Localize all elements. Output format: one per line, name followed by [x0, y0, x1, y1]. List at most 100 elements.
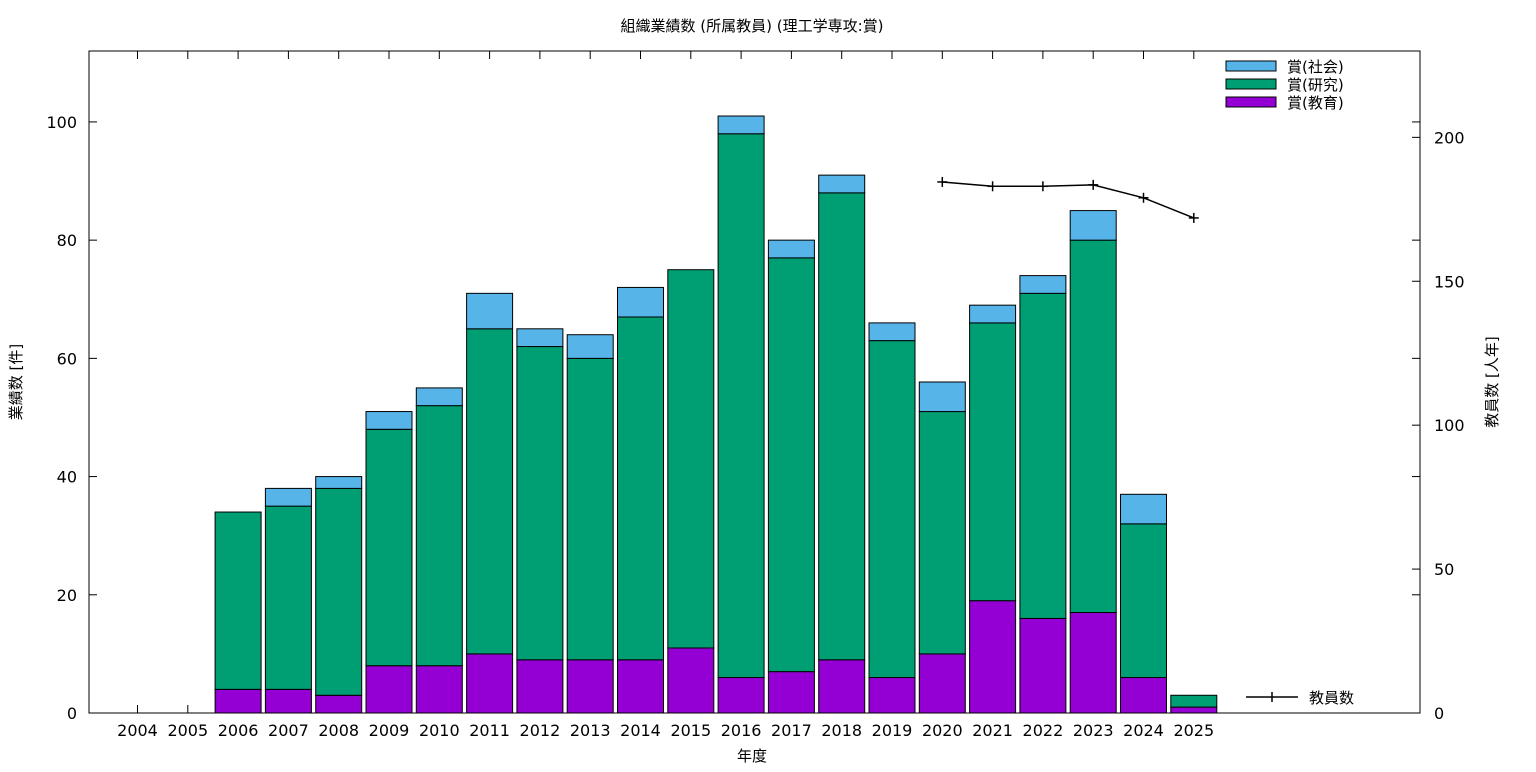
x-tick-label: 2025: [1173, 721, 1214, 740]
bar-segment: [1019, 292, 1067, 619]
y2-tick-label: 200: [1434, 128, 1465, 147]
bar-segment: [818, 192, 866, 661]
x-tick-label: 2019: [872, 721, 913, 740]
x-tick-label: 2006: [218, 721, 259, 740]
y-tick-label: 40: [57, 468, 77, 487]
bar-segment: [868, 677, 916, 714]
y-tick-label: 100: [46, 113, 77, 132]
bar-segment: [214, 511, 262, 690]
legend-label: 賞(研究): [1287, 76, 1344, 94]
line-point: [1188, 212, 1199, 223]
y-tick-label: 20: [57, 586, 77, 605]
bar-segment: [365, 665, 413, 714]
x-tick-label: 2008: [318, 721, 359, 740]
bar-segment: [566, 357, 614, 661]
bar-segment: [264, 505, 312, 690]
y2-tick-label: 0: [1434, 704, 1444, 723]
bar-segment: [767, 671, 815, 714]
x-tick-label: 2015: [670, 721, 711, 740]
legend-swatch: [1225, 96, 1277, 108]
bar-segment: [315, 487, 363, 696]
x-tick-label: 2021: [972, 721, 1013, 740]
bar-segment: [818, 174, 866, 194]
line-point: [1037, 181, 1048, 192]
bar-segment: [717, 133, 765, 679]
x-tick-label: 2010: [419, 721, 460, 740]
x-tick-label: 2004: [117, 721, 158, 740]
x-tick-label: 2012: [520, 721, 561, 740]
x-tick-label: 2007: [268, 721, 309, 740]
x-tick-label: 2009: [369, 721, 410, 740]
bar-segment: [365, 428, 413, 667]
bar-segment: [516, 328, 564, 348]
y-tick-label: 0: [67, 704, 77, 723]
bar-segment: [1069, 210, 1117, 241]
bar-segment: [1019, 617, 1067, 714]
x-tick-label: 2005: [167, 721, 208, 740]
bar-segment: [1170, 694, 1218, 708]
y2-tick-label: 100: [1434, 416, 1465, 435]
y-axis-label: 業績数 [件]: [7, 344, 25, 420]
y-tick-label: 80: [57, 231, 77, 250]
line-point: [1088, 179, 1099, 190]
bar-segment: [466, 328, 514, 655]
bar-segment: [918, 411, 966, 655]
bar-segment: [466, 653, 514, 714]
x-tick-label: 2016: [721, 721, 762, 740]
bar-segment: [1170, 706, 1218, 714]
bar-segment: [516, 659, 564, 714]
chart-title: 組織業績数 (所属教員) (理工学専攻:賞): [621, 17, 884, 35]
bar-segment: [868, 340, 916, 679]
bar-segment: [1069, 612, 1117, 714]
bar-segment: [868, 322, 916, 342]
bar-segment: [264, 487, 312, 507]
bar-segment: [566, 659, 614, 714]
bar-segment: [617, 659, 664, 714]
bar-segment: [566, 334, 614, 359]
bar-segment: [415, 665, 463, 714]
y2-axis-label: 教員数 [人年]: [1483, 336, 1501, 427]
bar-segment: [918, 653, 966, 714]
bar-segment: [617, 316, 664, 661]
y-tick-label: 60: [57, 349, 77, 368]
bar-segment: [969, 322, 1017, 602]
x-tick-label: 2011: [469, 721, 510, 740]
bar-segment: [415, 405, 463, 667]
bar-segment: [1120, 523, 1167, 679]
bar-segment: [1069, 239, 1117, 614]
x-tick-label: 2020: [922, 721, 963, 740]
bar-segment: [415, 387, 463, 407]
chart-marks: 0 20 40 60 80 100 0 50 100 150 200 2004 2005 2006 2007…: [46, 50, 1465, 740]
bar-segment: [365, 411, 413, 430]
x-tick-label: 2023: [1073, 721, 1114, 740]
legend-swatch: [1225, 78, 1277, 90]
x-tick-label: 2017: [771, 721, 812, 740]
bar-segment: [717, 115, 765, 135]
x-tick-label: 2013: [570, 721, 611, 740]
bar-segment: [214, 688, 262, 714]
bar-segment: [264, 688, 312, 714]
legend-label: 賞(教育): [1287, 94, 1344, 112]
bar-segment: [818, 659, 866, 714]
x-tick-label: 2024: [1123, 721, 1164, 740]
x-tick-label: 2022: [1023, 721, 1064, 740]
bar-segment: [918, 381, 966, 413]
y2-tick-label: 150: [1434, 272, 1465, 291]
bar-segment: [466, 292, 514, 330]
line-series: [942, 181, 1195, 219]
bar-segment: [516, 346, 564, 661]
bar-segment: [1019, 275, 1067, 294]
x-tick-label: 2018: [821, 721, 862, 740]
bar-segment: [667, 269, 715, 649]
bar-segment: [617, 286, 664, 318]
bar-segment: [315, 694, 363, 714]
legend-swatch: [1225, 60, 1277, 72]
bar-segment: [767, 257, 815, 673]
bar-segment: [315, 476, 363, 489]
bar-segment: [667, 647, 715, 714]
bar-segment: [1120, 677, 1167, 714]
line-point: [987, 181, 998, 192]
bar-segment: [767, 239, 815, 259]
